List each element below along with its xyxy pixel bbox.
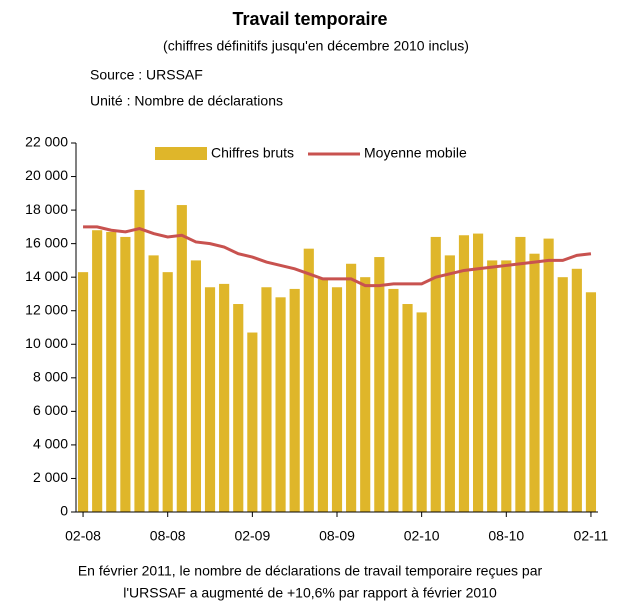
bar	[585, 292, 597, 512]
bar	[190, 260, 201, 512]
y-tick-label: 22 000	[25, 134, 68, 150]
bar	[416, 312, 427, 512]
x-tick-label: 08-10	[488, 528, 524, 544]
legend-swatch	[155, 147, 207, 160]
y-tick-label: 10 000	[25, 335, 68, 351]
bar	[275, 297, 286, 512]
x-tick-label: 02-08	[65, 528, 101, 544]
bar	[360, 277, 371, 512]
y-tick-label: 16 000	[25, 234, 68, 250]
y-tick-label: 14 000	[25, 268, 68, 284]
chart-subtitle: (chiffres définitifs jusqu'en décembre 2…	[163, 38, 469, 54]
y-tick-label: 12 000	[25, 301, 68, 317]
bar	[473, 233, 484, 512]
y-tick-label: 18 000	[25, 201, 68, 217]
annotation: l'URSSAF a augmenté de +10,6% par rappor…	[123, 585, 497, 601]
bar	[515, 236, 526, 512]
bar	[346, 263, 357, 512]
bar	[134, 189, 145, 513]
bar	[261, 287, 272, 512]
bar	[289, 288, 300, 512]
y-tick-label: 4 000	[33, 436, 68, 452]
source: Source : URSSAF	[90, 67, 203, 83]
bar	[402, 304, 413, 512]
bar	[317, 278, 328, 512]
bar	[219, 283, 230, 512]
y-tick-label: 20 000	[25, 167, 68, 183]
bar	[543, 238, 554, 512]
annotation: En février 2011, le nombre de déclaratio…	[78, 563, 543, 579]
x-tick-label: 08-09	[319, 528, 355, 544]
y-tick-label: 6 000	[33, 402, 68, 418]
bar	[247, 332, 258, 512]
bar	[557, 277, 568, 512]
y-tick-label: 0	[60, 503, 68, 519]
chart-title: Travail temporaire	[232, 9, 387, 29]
bar	[444, 255, 455, 513]
bar	[92, 230, 103, 512]
legend-label: Moyenne mobile	[364, 145, 467, 161]
unit: Unité : Nombre de déclarations	[90, 93, 283, 109]
bar	[233, 304, 244, 512]
bar	[148, 255, 159, 513]
bar	[204, 287, 216, 512]
line	[83, 225, 592, 288]
bar	[374, 257, 385, 512]
bar	[162, 272, 173, 512]
bar	[529, 253, 540, 512]
bar	[120, 236, 131, 512]
bar	[303, 248, 314, 512]
x-tick-label: 02-11	[574, 528, 609, 544]
y-tick-label: 8 000	[33, 369, 68, 385]
bar	[501, 260, 512, 512]
bar	[176, 205, 187, 513]
x-tick-label: 02-10	[404, 528, 440, 544]
bar	[331, 287, 343, 512]
bar	[430, 236, 441, 512]
bar	[77, 272, 89, 512]
x-tick-label: 02-09	[234, 528, 270, 544]
x-tick-label: 08-08	[150, 528, 186, 544]
bar	[571, 268, 582, 512]
y-tick-label: 2 000	[33, 469, 68, 485]
bar	[106, 231, 117, 513]
bar	[388, 288, 399, 512]
bar	[458, 235, 470, 512]
legend-label: Chiffres bruts	[211, 145, 294, 161]
bar	[487, 260, 498, 512]
